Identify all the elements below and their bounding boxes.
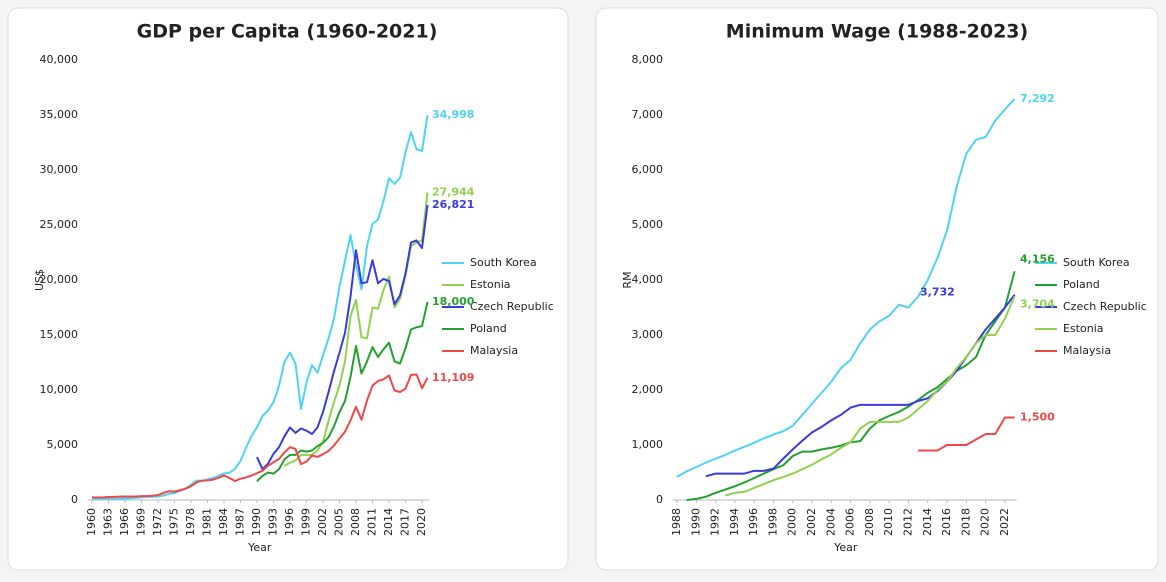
y-tick-label: 1,000 <box>632 438 664 451</box>
series-line <box>676 98 1016 478</box>
legend-label: Estonia <box>1063 322 1104 335</box>
series-line <box>256 301 429 483</box>
y-tick-label: 15,000 <box>40 328 79 341</box>
x-tick-label: 1969 <box>135 508 148 536</box>
legend-label: Czech Republic <box>1063 300 1147 313</box>
end-label: 3,704 <box>1020 297 1055 310</box>
y-tick-label: 8,000 <box>632 53 664 66</box>
end-label: 26,821 <box>432 198 474 211</box>
y-tick-label: 25,000 <box>40 218 79 231</box>
x-tick-label: 2000 <box>786 508 799 536</box>
x-tick-label: 2012 <box>901 508 914 536</box>
series-line <box>256 204 429 471</box>
panel <box>7 7 569 571</box>
x-tick-label: 2022 <box>998 508 1011 536</box>
legend-label: Poland <box>1063 278 1100 291</box>
x-tick-label: 2010 <box>882 508 895 536</box>
x-tick-label: 1984 <box>217 508 230 536</box>
y-tick-label: 0 <box>71 493 78 506</box>
end-label: 11,109 <box>432 371 474 384</box>
y-tick-label: 35,000 <box>40 108 79 121</box>
y-tick-label: 30,000 <box>40 163 79 176</box>
x-tick-label: 2011 <box>366 508 379 536</box>
x-tick-label: 2002 <box>805 508 818 536</box>
y-axis-label: RM <box>621 271 634 288</box>
y-tick-label: 20,000 <box>40 273 79 286</box>
x-tick-label: 2004 <box>824 508 837 536</box>
x-tick-label: 1972 <box>151 508 164 536</box>
series-line <box>918 416 1015 452</box>
y-tick-label: 3,000 <box>632 328 664 341</box>
x-tick-label: 2017 <box>399 508 412 536</box>
end-label: 3,732 <box>920 286 955 299</box>
x-tick-label: 1988 <box>670 508 683 536</box>
end-label: 27,944 <box>432 186 475 199</box>
y-tick-label: 4,000 <box>632 273 664 286</box>
y-tick-label: 5,000 <box>47 438 79 451</box>
x-tick-label: 2018 <box>959 508 972 536</box>
chart-title: GDP per Capita (1960-2021) <box>137 21 438 43</box>
y-axis-label: US$ <box>33 269 46 291</box>
x-axis-label: Year <box>247 541 272 554</box>
y-tick-label: 0 <box>656 493 663 506</box>
x-tick-label: 1992 <box>709 508 722 536</box>
x-tick-label: 2014 <box>921 508 934 536</box>
legend-label: Malaysia <box>1063 344 1111 357</box>
y-tick-label: 6,000 <box>632 163 664 176</box>
end-label: 4,156 <box>1020 252 1055 265</box>
x-tick-label: 1998 <box>766 508 779 536</box>
legend-label: Malaysia <box>470 344 518 357</box>
x-tick-label: 1990 <box>250 508 263 536</box>
x-tick-label: 1993 <box>267 508 280 536</box>
x-tick-label: 2002 <box>316 508 329 536</box>
x-tick-label: 2008 <box>349 508 362 536</box>
end-label: 1,500 <box>1020 411 1055 424</box>
series-line <box>91 373 429 499</box>
x-tick-label: 2014 <box>382 508 395 536</box>
x-axis-label: Year <box>833 541 858 554</box>
y-tick-label: 10,000 <box>40 383 79 396</box>
x-tick-label: 1963 <box>102 508 115 536</box>
x-tick-label: 1981 <box>201 508 214 536</box>
y-tick-label: 5,000 <box>632 218 664 231</box>
x-tick-label: 1966 <box>118 508 131 536</box>
y-tick-label: 40,000 <box>40 53 79 66</box>
x-tick-label: 1996 <box>747 508 760 536</box>
x-tick-label: 1994 <box>728 508 741 536</box>
series-line <box>724 295 1016 497</box>
legend-label: South Korea <box>1063 256 1130 269</box>
x-tick-label: 1990 <box>689 508 702 536</box>
end-label: 7,292 <box>1020 92 1055 105</box>
x-tick-label: 2008 <box>863 508 876 536</box>
x-tick-label: 2020 <box>415 508 428 536</box>
y-tick-label: 7,000 <box>632 108 664 121</box>
end-label: 18,000 <box>432 295 475 308</box>
x-tick-label: 1996 <box>283 508 296 536</box>
x-tick-label: 2016 <box>940 508 953 536</box>
legend-label: Poland <box>470 322 507 335</box>
x-tick-label: 1978 <box>184 508 197 536</box>
x-tick-label: 1987 <box>234 508 247 536</box>
x-tick-label: 1960 <box>85 508 98 536</box>
x-tick-label: 1975 <box>168 508 181 536</box>
end-label: 34,998 <box>432 108 474 121</box>
legend-label: Czech Republic <box>470 300 554 313</box>
x-tick-label: 1999 <box>300 508 313 536</box>
x-tick-label: 2005 <box>333 508 346 536</box>
legend-label: South Korea <box>470 256 537 269</box>
x-tick-label: 2006 <box>844 508 857 536</box>
legend-label: Estonia <box>470 278 511 291</box>
y-tick-label: 2,000 <box>632 383 664 396</box>
panel <box>595 7 1159 571</box>
x-tick-label: 2020 <box>979 508 992 536</box>
chart-title: Minimum Wage (1988-2023) <box>726 21 1028 43</box>
